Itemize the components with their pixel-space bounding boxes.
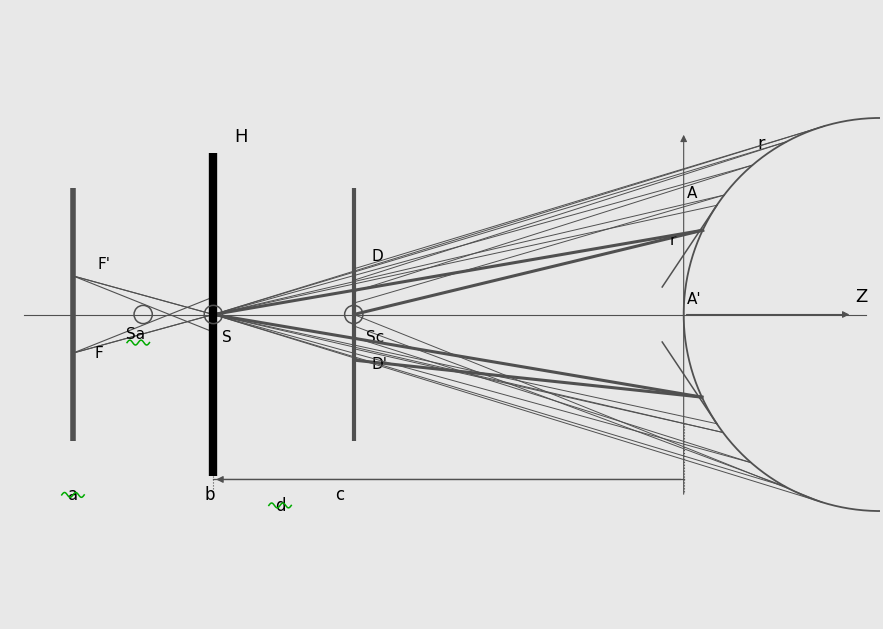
Text: Sc: Sc (366, 330, 385, 345)
Text: r: r (757, 135, 765, 153)
Text: a: a (68, 486, 78, 504)
Text: S: S (222, 330, 231, 345)
Text: A': A' (687, 292, 702, 308)
Text: A: A (687, 186, 698, 201)
Text: Sa: Sa (125, 327, 145, 342)
Text: d: d (275, 497, 285, 515)
Text: D': D' (372, 357, 388, 372)
Text: F: F (94, 346, 102, 361)
Text: b: b (205, 486, 215, 504)
Text: Z: Z (856, 288, 868, 306)
Text: D: D (372, 249, 383, 264)
Text: F': F' (97, 257, 110, 272)
Text: c: c (336, 486, 344, 504)
Text: H: H (234, 128, 248, 146)
Text: r: r (670, 233, 676, 248)
